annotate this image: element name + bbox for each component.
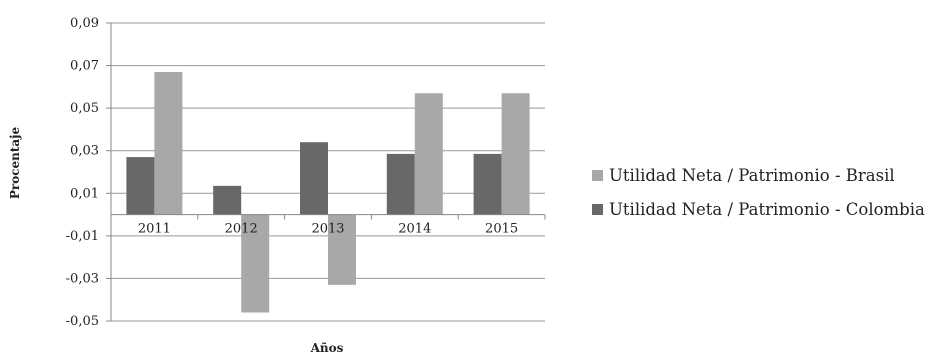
- y-tick-label: -0,05: [66, 314, 99, 329]
- x-axis-title: Años: [310, 341, 344, 355]
- bar-colombia-2013: [300, 142, 328, 214]
- bar-colombia-2011: [126, 157, 154, 214]
- bar-brasil-2015: [502, 93, 530, 214]
- legend-swatch: [592, 204, 603, 215]
- y-tick-label: 0,03: [70, 144, 99, 159]
- legend-label: Utilidad Neta / Patrimonio - Colombia: [609, 200, 925, 219]
- x-tick-label: 2015: [485, 222, 518, 237]
- y-axis-title: Procentaje: [8, 126, 22, 199]
- x-tick-label: 2014: [398, 222, 431, 237]
- x-tick-label: 2011: [138, 222, 171, 237]
- y-tick-label: 0,07: [70, 59, 99, 74]
- bar-colombia-2012: [213, 186, 241, 215]
- y-tick-label: -0,01: [66, 229, 99, 244]
- legend-swatch: [592, 170, 603, 181]
- y-tick-label: -0,03: [66, 271, 99, 286]
- bar-colombia-2015: [474, 154, 502, 215]
- bar-brasil-2011: [154, 72, 182, 215]
- legend-label: Utilidad Neta / Patrimonio - Brasil: [609, 166, 895, 185]
- legend: Utilidad Neta / Patrimonio - Brasil Utili…: [592, 166, 925, 219]
- y-tick-label: 0,09: [70, 16, 99, 31]
- y-tick-label: 0,05: [70, 101, 99, 116]
- y-tick-label: 0,01: [70, 186, 99, 201]
- bar-colombia-2014: [387, 154, 415, 215]
- x-tick-label: 2013: [311, 222, 344, 237]
- x-tick-label: 2012: [225, 222, 258, 237]
- bar-brasil-2014: [415, 93, 443, 214]
